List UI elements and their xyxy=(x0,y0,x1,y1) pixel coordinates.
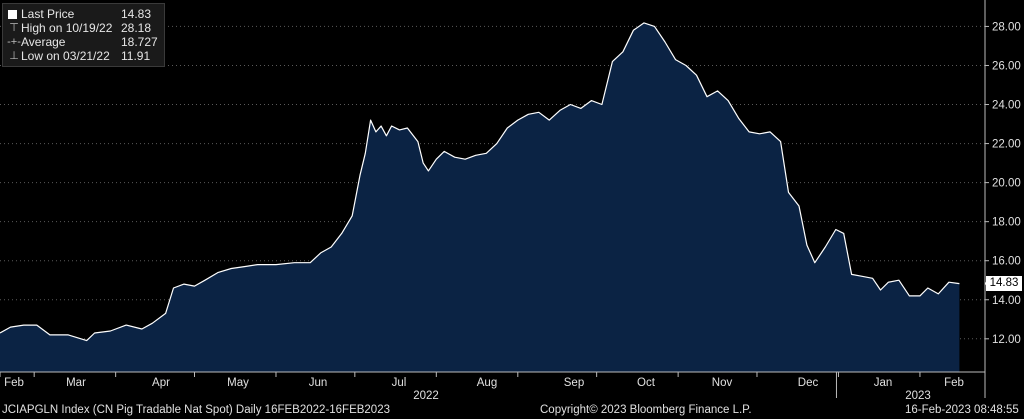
chart-legend: Last Price 14.83 ⊤ High on 10/19/22 28.1… xyxy=(2,3,165,67)
legend-item-average: -+- Average 18.727 xyxy=(7,35,158,49)
average-marker-icon: -+- xyxy=(7,36,21,48)
white-square-icon xyxy=(8,9,17,19)
low-marker-icon: ⊥ xyxy=(9,50,19,62)
y-tick-label: 22.00 xyxy=(992,139,1021,151)
x-month-label: Aug xyxy=(477,377,497,389)
y-tick-label: 18.00 xyxy=(992,217,1021,229)
legend-label: High on 10/19/22 xyxy=(21,21,113,35)
legend-value: 18.727 xyxy=(121,35,158,49)
x-month-label: Apr xyxy=(152,377,170,389)
x-month-label: Mar xyxy=(66,377,86,389)
legend-value: 11.91 xyxy=(121,49,151,63)
legend-label: Low on 03/21/22 xyxy=(21,49,110,63)
legend-value: 28.18 xyxy=(121,21,152,35)
y-tick-label: 20.00 xyxy=(992,178,1021,190)
legend-item-last-price: Last Price 14.83 xyxy=(7,7,158,21)
chart-axes: 12.00 14.00 16.00 18.00 20.00 22.00 24.00 26.00… xyxy=(0,0,1021,402)
y-tick-label: 12.00 xyxy=(992,334,1021,346)
y-tick-label: 14.00 xyxy=(992,295,1021,307)
price-area-fill xyxy=(0,22,960,373)
y-tick-label: 28.00 xyxy=(992,21,1021,33)
legend-label: Average xyxy=(21,35,66,49)
x-year-label: 2022 xyxy=(413,390,439,402)
footer-ticker-description: JCIAPGLN Index (CN Pig Tradable Nat Spot… xyxy=(2,404,390,416)
x-month-label: Jun xyxy=(309,377,328,389)
x-month-label: Feb xyxy=(4,377,24,389)
y-tick-label: 26.00 xyxy=(992,60,1021,72)
x-year-label: 2023 xyxy=(905,390,931,402)
legend-item-high: ⊤ High on 10/19/22 28.18 xyxy=(7,21,158,35)
x-month-label: Sep xyxy=(564,377,584,389)
x-month-label: Oct xyxy=(637,377,656,389)
footer-timestamp: 16-Feb-2023 08:48:55 xyxy=(905,404,1019,416)
x-month-label: May xyxy=(227,377,249,389)
legend-value: 14.83 xyxy=(121,7,152,21)
price-line xyxy=(0,22,960,342)
x-month-label: Jul xyxy=(392,377,407,389)
chart-footer: JCIAPGLN Index (CN Pig Tradable Nat Spot… xyxy=(0,403,1024,419)
x-month-label: Nov xyxy=(712,377,733,389)
legend-item-low: ⊥ Low on 03/21/22 11.91 xyxy=(7,49,158,63)
x-month-label: Feb xyxy=(944,377,964,389)
y-tick-label: 24.00 xyxy=(992,100,1021,112)
legend-label: Last Price xyxy=(21,7,75,21)
x-month-label: Jan xyxy=(874,377,893,389)
last-price-tag: 14.83 xyxy=(986,276,1022,292)
x-month-label: Dec xyxy=(798,377,819,389)
footer-copyright: Copyright© 2023 Bloomberg Finance L.P. xyxy=(540,404,752,416)
high-marker-icon: ⊤ xyxy=(9,22,19,34)
y-tick-label: 16.00 xyxy=(992,256,1021,268)
